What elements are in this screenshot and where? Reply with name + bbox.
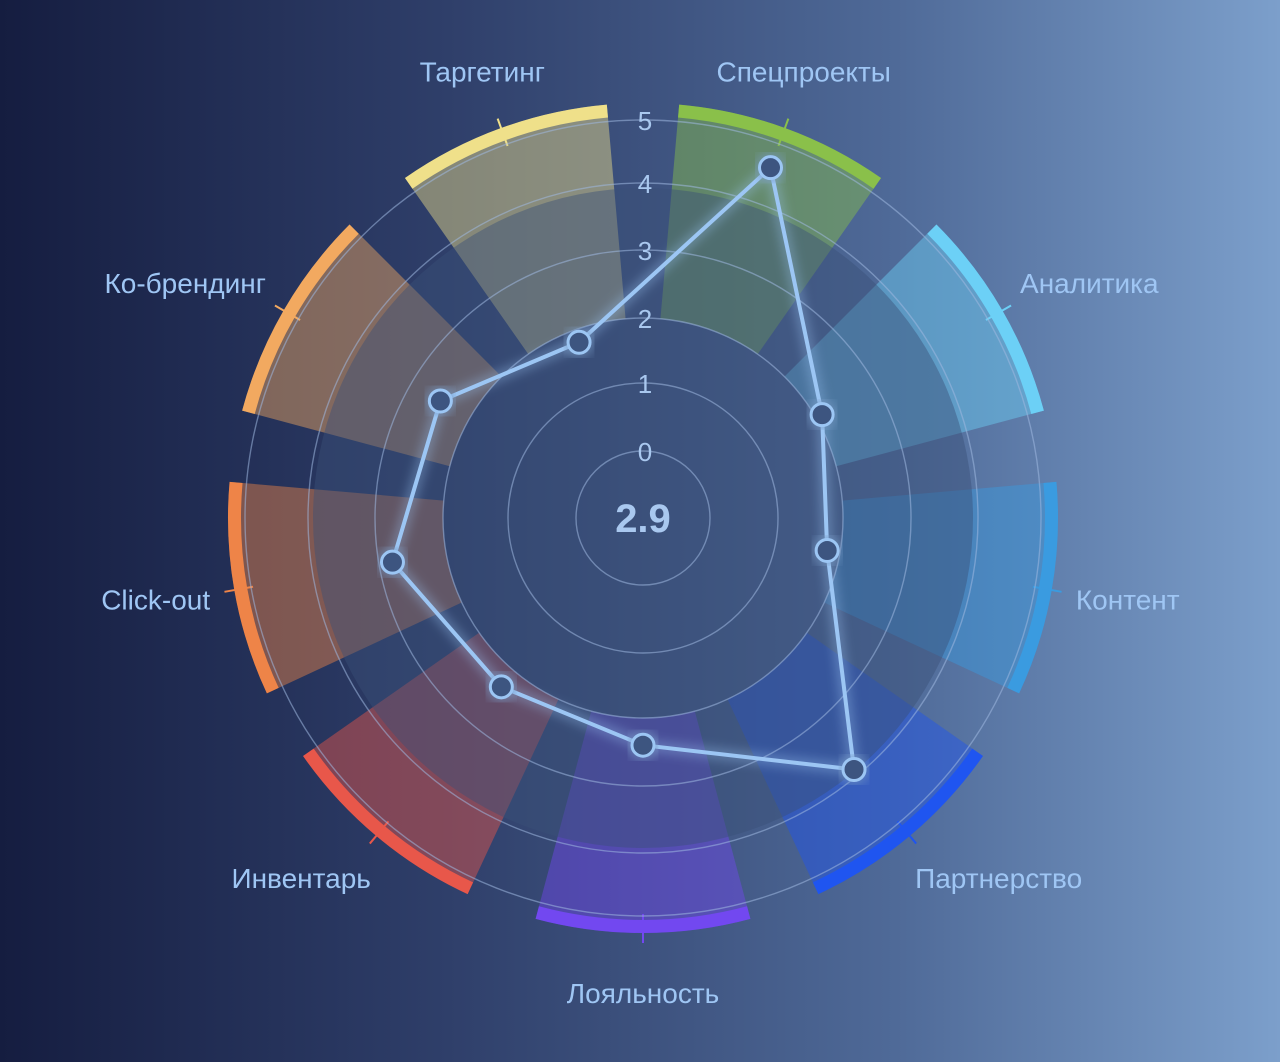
sector-category-2 <box>824 481 1058 694</box>
sector-tick-category-6 <box>224 585 254 593</box>
category-label-category-4: Лояльность <box>567 978 719 1009</box>
data-point-category-0 <box>758 155 784 181</box>
grid-ring <box>307 182 979 854</box>
series-line <box>390 165 857 772</box>
sector-band-category-8 <box>404 104 608 189</box>
category-label-category-0: Спецпроекты <box>717 56 891 87</box>
tick-label: 2 <box>638 304 652 334</box>
tick-label: 3 <box>638 236 652 266</box>
grid-group <box>244 119 1042 917</box>
data-point-category-5 <box>488 674 514 700</box>
category-label-category-7: Ко-брендинг <box>104 268 266 299</box>
category-label-category-5: Инвентарь <box>231 863 370 894</box>
category-label-category-8: Таргетинг <box>420 56 545 87</box>
sector-category-0 <box>660 104 882 355</box>
data-point-category-4 <box>630 732 656 758</box>
sector-tick-category-2 <box>1032 585 1062 593</box>
sector-band-category-4 <box>535 906 751 933</box>
sector-tick-category-7 <box>274 304 301 321</box>
center-value: 2.9 <box>615 497 671 541</box>
category-label-category-1: Аналитика <box>1020 268 1159 299</box>
data-point-category-6 <box>379 549 405 575</box>
tick-label: 5 <box>638 106 652 136</box>
data-point-category-3 <box>841 756 867 782</box>
category-label-category-3: Партнерство <box>915 863 1082 894</box>
sector-category-6 <box>227 481 462 694</box>
sector-band-category-2 <box>1007 481 1058 694</box>
tick-label: 4 <box>638 169 652 199</box>
tick-label: 1 <box>638 369 652 399</box>
series-group <box>379 155 867 782</box>
category-label-category-6: Click-out <box>101 585 210 616</box>
sector-tick-category-8 <box>496 118 509 147</box>
sector-category-8 <box>404 104 626 355</box>
grid-ring <box>374 249 912 787</box>
grid-ring <box>575 450 711 586</box>
grid-ring <box>507 382 779 654</box>
data-point-category-7 <box>427 388 453 414</box>
data-point-category-1 <box>809 402 835 428</box>
category-label-category-2: Контент <box>1076 585 1180 616</box>
sector-band-category-0 <box>678 104 882 189</box>
sector-band-category-1 <box>927 224 1044 414</box>
data-point-category-8 <box>566 329 592 355</box>
tick-label-group: 0 1 2 3 4 5 <box>638 106 652 467</box>
sector-category-5 <box>303 632 559 895</box>
sector-band-category-5 <box>303 748 474 895</box>
tick-label: 0 <box>638 437 652 467</box>
sector-category-4 <box>535 711 751 933</box>
sector-band-category-6 <box>227 481 279 694</box>
sector-tick-category-3 <box>896 820 917 845</box>
grid-ring <box>244 119 1042 917</box>
sector-band-category-3 <box>812 748 983 895</box>
data-point-category-2 <box>814 537 840 563</box>
category-label-group: Спецпроекты Аналитика Контент Партнерство Ло… <box>101 56 1180 1009</box>
sector-tick-category-1 <box>985 304 1012 321</box>
sector-band-category-7 <box>242 224 359 414</box>
grid-ring <box>442 317 844 719</box>
sector-tick-category-0 <box>777 118 790 147</box>
sector-tick-category-5 <box>369 820 390 845</box>
